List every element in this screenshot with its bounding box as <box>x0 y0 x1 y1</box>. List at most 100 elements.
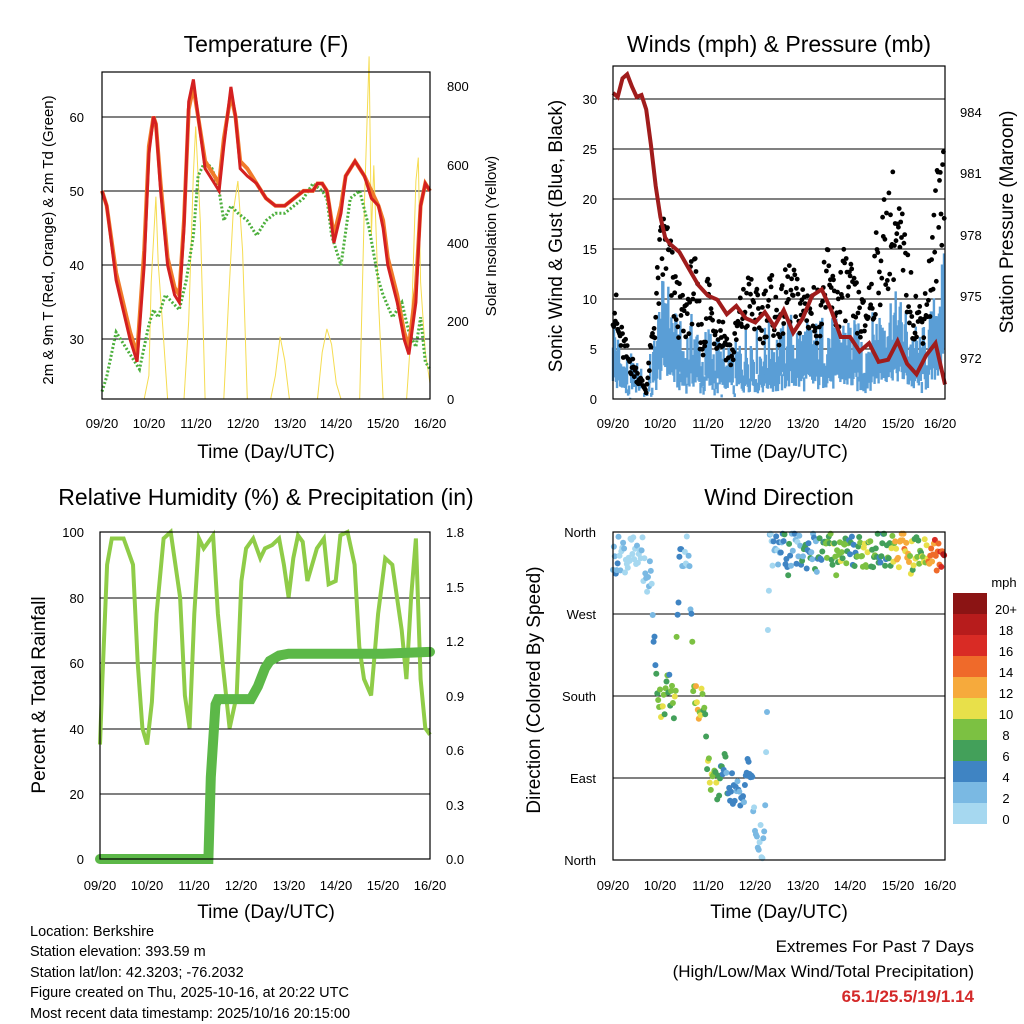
direction-point <box>763 749 770 756</box>
gust-point <box>862 323 868 328</box>
gust-point <box>776 342 782 348</box>
direction-point <box>698 685 705 692</box>
tick-label: 15 <box>583 242 597 257</box>
temperature-panel: Temperature (F) 30 40 50 60 0 200 400 60… <box>40 31 500 463</box>
direction-point <box>800 553 806 560</box>
x-tick-label: 13/20 <box>273 878 306 893</box>
direction-point <box>646 558 653 565</box>
direction-point <box>824 554 830 561</box>
gust-point <box>648 344 654 350</box>
wind-speed-mark <box>767 320 771 372</box>
gust-point <box>825 247 831 253</box>
direction-point <box>701 704 708 711</box>
tick-label: North <box>564 853 596 868</box>
humidity-xlabel: Time (Day/UTC) <box>197 902 335 923</box>
direction-point <box>765 587 772 594</box>
gust-point <box>858 334 863 340</box>
gust-point <box>902 232 908 238</box>
gust-point <box>869 306 875 311</box>
legend-label: 12 <box>999 686 1013 701</box>
direction-point <box>707 786 714 793</box>
direction-point <box>651 633 658 640</box>
tick-label: 40 <box>70 258 84 273</box>
direction-point <box>620 539 627 546</box>
gust-point <box>826 263 832 269</box>
gust-point <box>883 282 889 287</box>
direction-point <box>882 562 889 569</box>
gust-point <box>898 219 904 225</box>
wind-speed-mark <box>752 361 756 387</box>
tick-label: North <box>564 525 596 540</box>
direction-point <box>789 547 796 554</box>
direction-point <box>867 538 874 545</box>
tick-label: 0.9 <box>446 689 464 704</box>
wind-speed-mark <box>732 385 735 395</box>
tick-label: 0.3 <box>446 798 464 813</box>
direction-point <box>676 553 683 560</box>
gust-point <box>702 343 708 349</box>
gust-point <box>654 265 660 270</box>
direction-point <box>713 779 720 786</box>
gust-point <box>709 310 715 316</box>
direction-point <box>753 833 760 840</box>
gust-point <box>846 284 851 290</box>
gust-point <box>760 305 765 310</box>
recent-timestamp: Most recent data timestamp: 2025/10/16 2… <box>30 1005 351 1022</box>
direction-point <box>704 766 711 773</box>
direction-point <box>734 778 741 785</box>
direction-point <box>673 633 680 640</box>
tick-label: 0.0 <box>446 852 464 867</box>
winds-plot-area <box>610 70 947 399</box>
direction-point <box>834 547 841 554</box>
direction-point <box>909 566 916 573</box>
extremes-values: 65.1/25.5/19/1.14 <box>841 987 974 1006</box>
gust-point <box>821 259 827 265</box>
gust-point <box>628 371 634 377</box>
direction-point <box>795 553 802 560</box>
direction-point <box>741 782 748 788</box>
gust-point <box>677 281 682 287</box>
wind-speed-mark <box>677 334 680 377</box>
gust-point <box>921 335 927 341</box>
gust-point <box>907 320 912 326</box>
gust-point <box>813 325 818 331</box>
gust-point <box>780 331 786 336</box>
gust-point <box>794 276 800 282</box>
gust-point <box>773 294 779 300</box>
direction-point <box>878 553 885 560</box>
direction-point <box>787 552 794 559</box>
wind-speed-mark <box>667 286 670 360</box>
gust-point <box>884 278 890 283</box>
direction-point <box>626 557 633 564</box>
direction-point <box>843 560 850 567</box>
wind-speed-mark <box>842 325 845 374</box>
gust-point <box>818 302 824 308</box>
station-elevation: Station elevation: 393.59 m <box>30 944 206 961</box>
tick-label: East <box>570 771 596 786</box>
gust-point <box>857 305 862 311</box>
direction-point <box>683 533 690 540</box>
direction-point <box>809 556 816 563</box>
gust-point <box>690 296 696 302</box>
wind-speed-mark <box>780 374 784 391</box>
wind-speed-mark <box>628 397 632 399</box>
gust-point <box>820 299 825 304</box>
tick-label: 20 <box>583 192 597 207</box>
x-tick-label: 11/20 <box>180 416 212 431</box>
direction-point <box>745 758 752 765</box>
gust-point <box>786 297 791 302</box>
wind-speed-mark <box>864 382 867 394</box>
wind-speed-mark <box>775 339 779 379</box>
wind-speed-mark <box>863 372 866 390</box>
gust-point <box>731 349 737 355</box>
x-tick-label: 15/20 <box>882 878 915 893</box>
gust-point <box>683 334 689 340</box>
gust-point <box>854 330 860 336</box>
gust-point <box>737 295 743 301</box>
gust-point <box>800 287 806 292</box>
direction-point <box>655 697 662 703</box>
wind-speed-mark <box>849 327 852 375</box>
wind-speed-mark <box>675 314 678 370</box>
gust-point <box>760 340 766 346</box>
direction-point <box>693 699 700 706</box>
